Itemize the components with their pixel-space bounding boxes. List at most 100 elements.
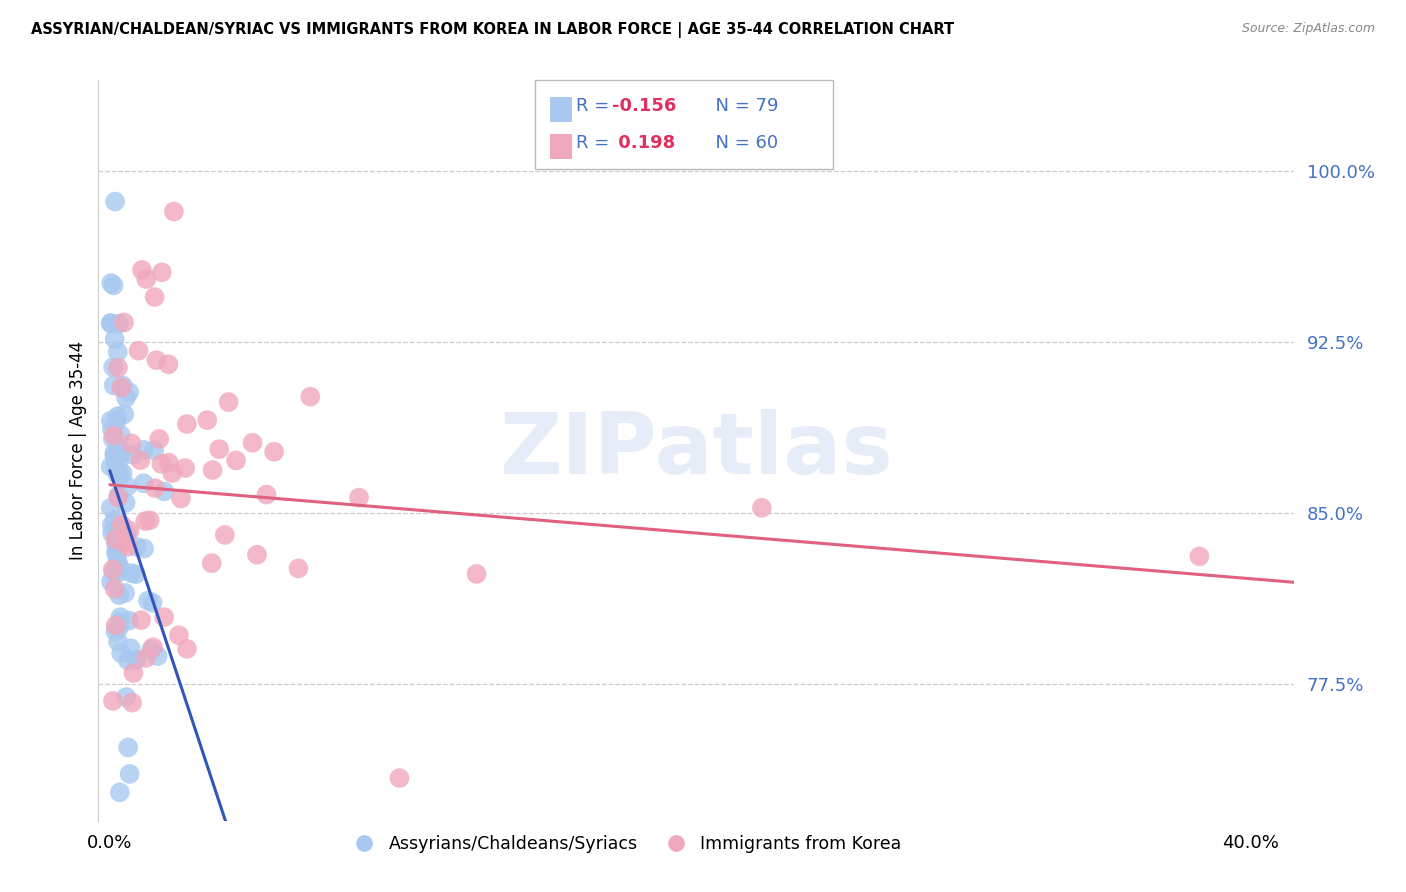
Point bbox=[105, 415, 128, 429]
Point bbox=[751, 500, 773, 515]
Point bbox=[104, 194, 127, 209]
Point bbox=[101, 562, 124, 576]
Point bbox=[246, 548, 269, 562]
Point bbox=[100, 316, 122, 330]
Point bbox=[150, 457, 173, 471]
Point bbox=[107, 443, 129, 458]
Point bbox=[104, 458, 127, 472]
Point bbox=[388, 771, 411, 785]
Point bbox=[114, 536, 136, 550]
Point bbox=[143, 443, 166, 458]
Point bbox=[134, 514, 156, 528]
Point bbox=[118, 524, 141, 538]
Text: 0.198: 0.198 bbox=[613, 134, 675, 153]
Point bbox=[104, 332, 127, 346]
Point bbox=[117, 479, 139, 493]
Point bbox=[101, 432, 124, 446]
Point bbox=[104, 624, 127, 639]
Point bbox=[114, 586, 136, 600]
Point bbox=[256, 487, 278, 501]
Point bbox=[108, 785, 131, 799]
Point bbox=[163, 204, 186, 219]
Point bbox=[141, 642, 163, 657]
Point bbox=[104, 582, 127, 596]
Point bbox=[176, 641, 198, 656]
Point bbox=[103, 449, 125, 463]
Point bbox=[131, 263, 153, 277]
Point bbox=[145, 353, 167, 368]
Text: R =: R = bbox=[576, 134, 621, 153]
Point bbox=[103, 565, 125, 579]
Point bbox=[121, 696, 143, 710]
Point bbox=[100, 316, 122, 330]
Point bbox=[125, 567, 148, 582]
Point bbox=[101, 694, 124, 708]
Point bbox=[263, 444, 285, 458]
Point bbox=[108, 588, 131, 602]
Point bbox=[118, 767, 141, 781]
Point bbox=[104, 533, 127, 547]
Point bbox=[110, 561, 132, 575]
Point bbox=[101, 360, 124, 375]
Point bbox=[103, 445, 125, 459]
Point bbox=[214, 528, 236, 542]
Point bbox=[107, 552, 129, 566]
Point bbox=[110, 610, 132, 624]
Point bbox=[110, 646, 132, 660]
Point bbox=[108, 467, 131, 481]
Text: Source: ZipAtlas.com: Source: ZipAtlas.com bbox=[1241, 22, 1375, 36]
Point bbox=[125, 653, 148, 667]
Point bbox=[107, 345, 129, 359]
Point bbox=[111, 378, 134, 392]
Point bbox=[108, 453, 131, 467]
Point bbox=[242, 435, 264, 450]
Point bbox=[287, 561, 309, 575]
Point bbox=[105, 547, 128, 561]
Point bbox=[195, 413, 218, 427]
Point bbox=[132, 476, 155, 491]
Point bbox=[117, 654, 139, 668]
Point bbox=[167, 628, 190, 642]
Text: ZIPatlas: ZIPatlas bbox=[499, 409, 893, 492]
Point bbox=[136, 593, 159, 607]
Point bbox=[120, 566, 142, 581]
Point bbox=[122, 665, 145, 680]
Point bbox=[105, 527, 128, 541]
Point bbox=[108, 559, 131, 574]
Text: N = 60: N = 60 bbox=[704, 134, 779, 153]
Point bbox=[104, 536, 127, 550]
Point bbox=[143, 290, 166, 304]
Point bbox=[143, 481, 166, 495]
Point bbox=[114, 496, 136, 510]
Text: -0.156: -0.156 bbox=[613, 97, 676, 115]
Point bbox=[115, 527, 138, 541]
Point bbox=[108, 621, 131, 635]
Text: ASSYRIAN/CHALDEAN/SYRIAC VS IMMIGRANTS FROM KOREA IN LABOR FORCE | AGE 35-44 COR: ASSYRIAN/CHALDEAN/SYRIAC VS IMMIGRANTS F… bbox=[31, 22, 955, 38]
Point bbox=[110, 615, 132, 629]
FancyBboxPatch shape bbox=[534, 80, 834, 169]
Point bbox=[465, 566, 488, 581]
Y-axis label: In Labor Force | Age 35-44: In Labor Force | Age 35-44 bbox=[69, 341, 87, 560]
Point bbox=[135, 272, 157, 286]
Point bbox=[120, 641, 142, 656]
Point bbox=[111, 517, 134, 532]
Point bbox=[104, 618, 127, 632]
Point bbox=[150, 265, 173, 279]
Point bbox=[100, 574, 122, 589]
Point bbox=[162, 466, 184, 480]
Point bbox=[299, 390, 322, 404]
Point bbox=[132, 541, 155, 556]
Point bbox=[148, 432, 170, 446]
Point bbox=[100, 276, 122, 290]
Point bbox=[201, 463, 224, 477]
Point bbox=[103, 428, 125, 442]
Point bbox=[153, 610, 176, 624]
Point bbox=[157, 357, 180, 371]
Point bbox=[112, 407, 135, 421]
Point bbox=[107, 634, 129, 648]
Legend: Assyrians/Chaldeans/Syriacs, Immigrants from Korea: Assyrians/Chaldeans/Syriacs, Immigrants … bbox=[340, 828, 908, 860]
Point bbox=[146, 649, 169, 664]
Point bbox=[115, 391, 138, 405]
Point bbox=[111, 467, 134, 481]
Point bbox=[112, 316, 135, 330]
